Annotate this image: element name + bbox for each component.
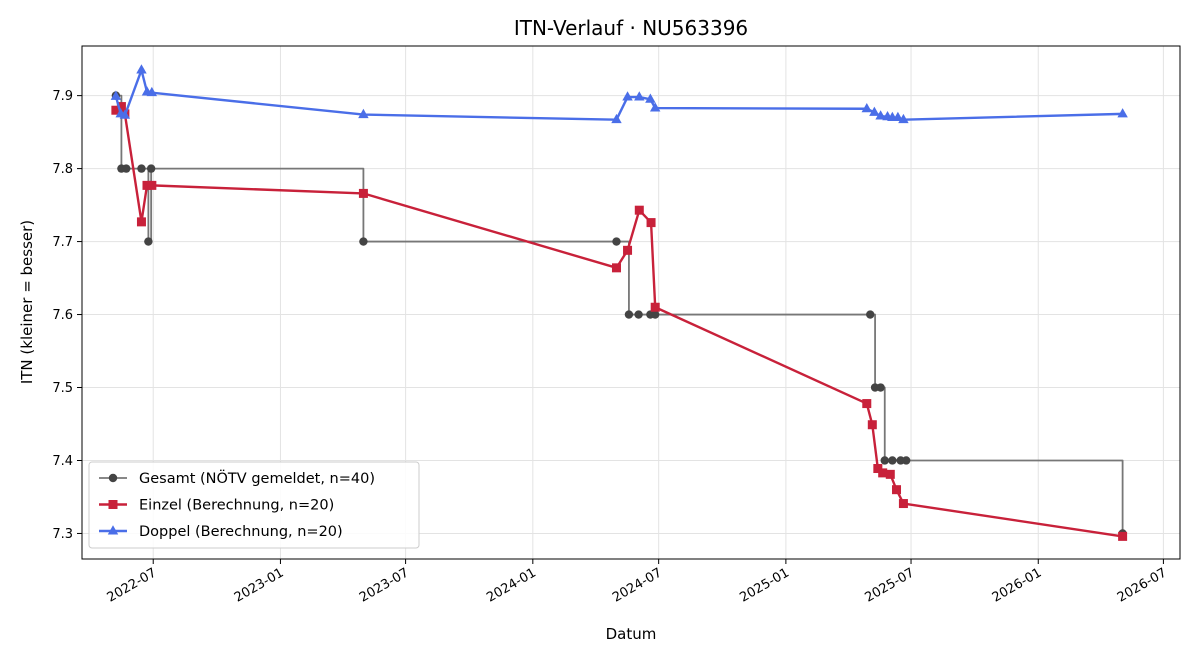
data-point — [122, 164, 131, 173]
data-point — [901, 456, 911, 465]
data-point — [898, 113, 909, 124]
data-point — [116, 102, 126, 112]
data-point — [137, 164, 146, 173]
data-point — [110, 90, 122, 100]
legend-item: Einzel (Berechnung, n=20) — [99, 498, 334, 514]
data-point — [142, 180, 152, 190]
y-tick-label: 7.5 — [52, 381, 73, 396]
data-point — [634, 205, 644, 215]
legend-item: Doppel (Berechnung, n=20) — [99, 524, 343, 540]
data-point — [119, 109, 131, 119]
data-point — [611, 263, 621, 273]
legend-marker — [108, 500, 118, 509]
data-point — [866, 310, 875, 319]
data-point — [646, 218, 656, 228]
data-point — [892, 111, 904, 121]
data-point — [651, 310, 660, 319]
data-point — [359, 237, 368, 246]
data-point — [867, 420, 877, 430]
data-point — [144, 237, 153, 246]
data-point — [136, 64, 147, 74]
data-point — [358, 188, 368, 198]
data-point — [1117, 108, 1128, 118]
series-layer — [110, 64, 1128, 541]
data-point — [611, 113, 622, 124]
data-point — [111, 105, 121, 115]
legend-marker — [108, 473, 118, 483]
data-point — [634, 91, 645, 101]
data-point — [880, 456, 889, 465]
legend-label: Gesamt (NÖTV gemeldet, n=40) — [139, 469, 375, 487]
x-axis-title: Datum — [606, 625, 657, 643]
y-axis-title: ITN (kleiner = besser) — [18, 220, 36, 384]
series-3 — [110, 64, 1128, 124]
legend-marker — [107, 525, 119, 535]
chart-title: ITN-Verlauf · NU563396 — [514, 16, 748, 40]
data-point — [146, 164, 156, 173]
plot-frame — [81, 45, 1181, 560]
data-point — [1118, 531, 1128, 541]
data-point — [649, 102, 661, 112]
data-point — [862, 399, 872, 409]
legend-box — [88, 461, 420, 549]
data-point — [622, 91, 633, 101]
y-tick-label: 7.9 — [52, 89, 73, 104]
series-1 — [111, 91, 1127, 538]
data-point — [876, 383, 885, 392]
y-tick-label: 7.8 — [52, 162, 73, 177]
legend-label: Doppel (Berechnung, n=20) — [139, 524, 343, 540]
data-point — [885, 469, 895, 479]
data-point — [873, 464, 883, 474]
data-point — [147, 180, 157, 190]
data-point — [888, 456, 897, 465]
y-tick-label: 7.4 — [52, 454, 73, 469]
legend-label: Einzel (Berechnung, n=20) — [139, 498, 334, 514]
data-point — [623, 245, 633, 255]
data-point — [634, 310, 643, 319]
data-point — [892, 485, 902, 495]
data-point — [875, 110, 886, 120]
data-point — [146, 86, 158, 97]
data-point — [878, 468, 888, 478]
y-tick-label: 7.6 — [52, 308, 73, 323]
legend-item: Gesamt (NÖTV gemeldet, n=40) — [99, 469, 375, 487]
data-point — [650, 302, 660, 312]
y-tick-label: 7.7 — [52, 235, 73, 250]
data-point — [624, 310, 634, 319]
y-tick-label: 7.3 — [52, 527, 73, 542]
data-point — [645, 93, 656, 103]
data-point — [898, 499, 908, 509]
data-point — [612, 237, 621, 246]
data-point — [861, 102, 872, 113]
data-point — [358, 108, 369, 119]
data-point — [869, 106, 880, 116]
data-point — [136, 217, 146, 227]
legend: Gesamt (NÖTV gemeldet, n=40) Einzel (Bere… — [88, 461, 420, 549]
